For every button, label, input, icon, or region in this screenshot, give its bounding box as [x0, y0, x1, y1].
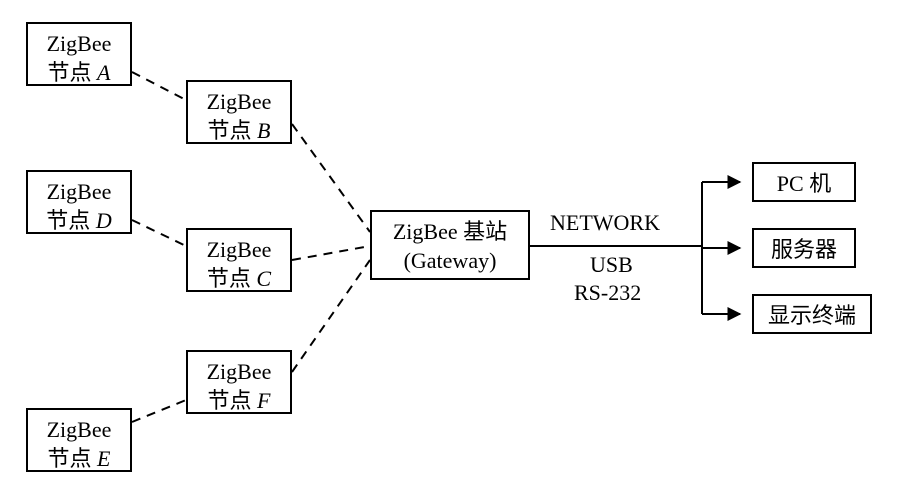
- dashed-edge: [132, 220, 186, 246]
- dashed-edge: [292, 246, 370, 260]
- zigbee-node-e: ZigBee 节点 E: [26, 408, 132, 472]
- node-label: ZigBee: [198, 236, 280, 265]
- dashed-edge: [292, 260, 370, 372]
- node-label: ZigBee: [38, 178, 120, 207]
- zigbee-gateway: ZigBee 基站 (Gateway): [370, 210, 530, 280]
- node-label: 节点 F: [198, 387, 280, 416]
- pc-terminal: PC 机: [752, 162, 856, 202]
- zigbee-node-d: ZigBee 节点 D: [26, 170, 132, 234]
- node-label: 节点 A: [38, 59, 120, 88]
- node-label: (Gateway): [382, 247, 518, 276]
- zigbee-node-b: ZigBee 节点 B: [186, 80, 292, 144]
- node-label: PC 机: [764, 170, 844, 199]
- zigbee-node-f: ZigBee 节点 F: [186, 350, 292, 414]
- node-label: ZigBee: [38, 30, 120, 59]
- dashed-edge: [292, 124, 370, 232]
- display-terminal: 显示终端: [752, 294, 872, 334]
- node-label: 节点 E: [38, 445, 120, 474]
- zigbee-node-c: ZigBee 节点 C: [186, 228, 292, 292]
- dashed-edge: [132, 72, 186, 100]
- server-terminal: 服务器: [752, 228, 856, 268]
- dashed-edge: [132, 400, 186, 422]
- node-label: 节点 C: [198, 265, 280, 294]
- usb-label: USB: [590, 252, 633, 278]
- node-label: ZigBee: [198, 88, 280, 117]
- node-label: ZigBee 基站: [382, 218, 518, 247]
- node-label: ZigBee: [38, 416, 120, 445]
- node-label: 节点 B: [198, 117, 280, 146]
- node-label: 服务器: [764, 236, 844, 265]
- network-label: NETWORK: [550, 210, 660, 236]
- node-label: 节点 D: [38, 207, 120, 236]
- rs232-label: RS-232: [574, 280, 641, 306]
- node-label: ZigBee: [198, 358, 280, 387]
- node-label: 显示终端: [764, 302, 860, 331]
- zigbee-node-a: ZigBee 节点 A: [26, 22, 132, 86]
